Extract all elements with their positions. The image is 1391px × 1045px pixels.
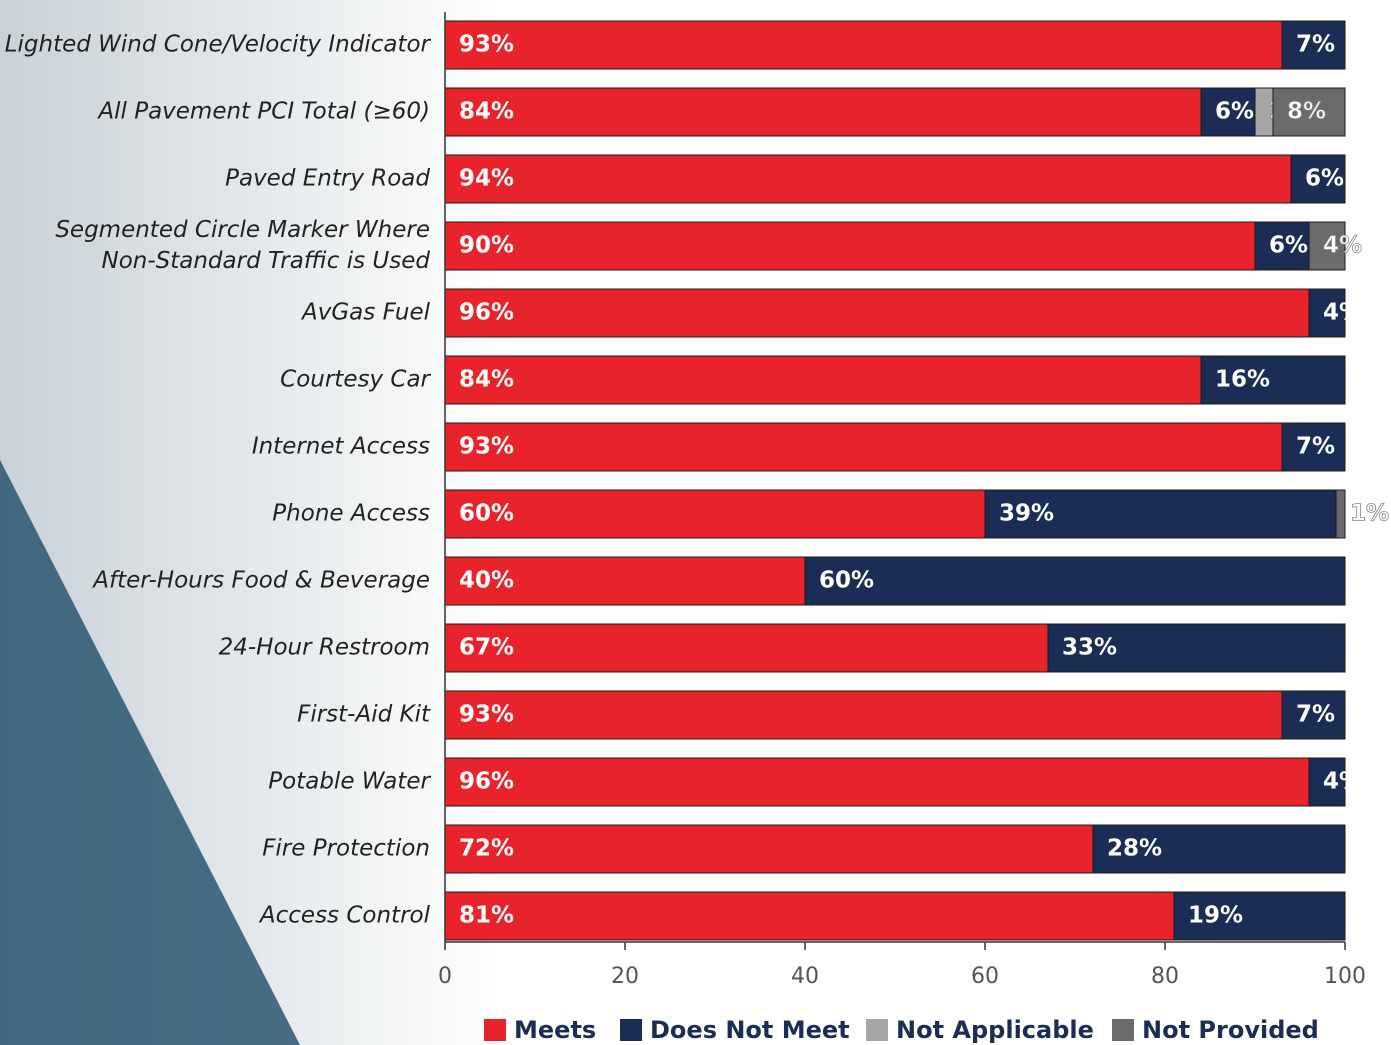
bar-segment bbox=[1335, 489, 1346, 539]
category-label: Phone Access bbox=[272, 500, 430, 527]
value-label: 4% bbox=[1323, 769, 1362, 795]
bar-segment bbox=[444, 556, 806, 606]
value-label: 6% bbox=[1269, 233, 1308, 259]
category-label: AvGas Fuel bbox=[302, 299, 430, 326]
value-label: 96% bbox=[459, 300, 514, 326]
value-label: 4% bbox=[1323, 300, 1362, 326]
bar-segment bbox=[1200, 355, 1346, 405]
value-label: 8% bbox=[1287, 99, 1326, 125]
value-label: 6% bbox=[1305, 166, 1344, 192]
value-label: 81% bbox=[459, 903, 514, 929]
bar-segment bbox=[1047, 623, 1346, 673]
value-label: 72% bbox=[459, 836, 514, 862]
value-label: 93% bbox=[459, 702, 514, 728]
legend-swatch bbox=[620, 1019, 642, 1041]
bar-segment bbox=[1308, 757, 1346, 807]
value-label: 19% bbox=[1188, 903, 1243, 929]
bar-segment bbox=[1308, 288, 1346, 338]
category-label: 24-Hour Restroom bbox=[218, 634, 430, 661]
x-tick-label: 100 bbox=[1324, 964, 1366, 989]
bar-segment bbox=[444, 154, 1292, 204]
bar-segment bbox=[444, 422, 1283, 472]
category-label: Courtesy Car bbox=[280, 366, 430, 393]
value-label: 28% bbox=[1107, 836, 1162, 862]
value-label: 6% bbox=[1215, 99, 1254, 125]
legend-label: Does Not Meet bbox=[650, 1016, 850, 1044]
value-label: 7% bbox=[1296, 702, 1335, 728]
bar-segment bbox=[1092, 824, 1346, 874]
value-label: 60% bbox=[459, 501, 514, 527]
category-label: Internet Access bbox=[251, 433, 430, 460]
x-tick-label: 60 bbox=[971, 964, 999, 989]
background-shape bbox=[0, 460, 300, 1045]
bar-segment bbox=[1173, 891, 1346, 941]
value-label: 96% bbox=[459, 769, 514, 795]
x-tick-label: 20 bbox=[611, 964, 639, 989]
category-label: Segmented Circle Marker Where Non-Standa… bbox=[55, 217, 430, 274]
value-label: 16% bbox=[1215, 367, 1270, 393]
category-label: Paved Entry Road bbox=[225, 165, 430, 192]
value-label: 7% bbox=[1296, 434, 1335, 460]
category-label: First-Aid Kit bbox=[297, 701, 430, 728]
category-label: Fire Protection bbox=[262, 835, 430, 862]
value-label: 84% bbox=[459, 99, 514, 125]
bar-segment bbox=[444, 20, 1283, 70]
bar-segment bbox=[444, 221, 1256, 271]
legend-label: Meets bbox=[514, 1016, 596, 1044]
value-label: 93% bbox=[459, 434, 514, 460]
bar-segment bbox=[804, 556, 1346, 606]
value-label: 40% bbox=[459, 568, 514, 594]
bar-segment bbox=[444, 891, 1175, 941]
bar-segment bbox=[984, 489, 1337, 539]
bar-segment bbox=[444, 690, 1283, 740]
category-label: Lighted Wind Cone/Velocity Indicator bbox=[4, 31, 430, 58]
bar-segment bbox=[1281, 20, 1346, 70]
category-label: Potable Water bbox=[268, 768, 430, 795]
value-label: 60% bbox=[819, 568, 874, 594]
legend-label: Not Provided bbox=[1142, 1016, 1319, 1044]
bar-segment bbox=[444, 489, 986, 539]
x-tick-label: 80 bbox=[1151, 964, 1179, 989]
bar-segment bbox=[1254, 221, 1310, 271]
legend-label: Not Applicable bbox=[896, 1016, 1094, 1044]
value-label: 93% bbox=[459, 32, 514, 58]
bar-segment bbox=[1281, 690, 1346, 740]
bar-segment bbox=[444, 824, 1094, 874]
category-label: All Pavement PCI Total (≥60) bbox=[98, 98, 430, 125]
legend-swatch bbox=[484, 1019, 506, 1041]
value-label: 90% bbox=[459, 233, 514, 259]
legend-swatch bbox=[1112, 1019, 1134, 1041]
value-label: 4% bbox=[1323, 233, 1362, 259]
x-tick-label: 40 bbox=[791, 964, 819, 989]
bar-segment bbox=[444, 355, 1202, 405]
value-label: 39% bbox=[999, 501, 1054, 527]
value-label: 94% bbox=[459, 166, 514, 192]
bar-segment bbox=[1281, 422, 1346, 472]
bar-segment bbox=[1308, 221, 1346, 271]
category-label: After-Hours Food & Beverage bbox=[93, 567, 430, 594]
value-label: 67% bbox=[459, 635, 514, 661]
value-label: 33% bbox=[1062, 635, 1117, 661]
value-label: 7% bbox=[1296, 32, 1335, 58]
value-label: 84% bbox=[459, 367, 514, 393]
bar-segment bbox=[1290, 154, 1346, 204]
bar-segment bbox=[1272, 87, 1346, 137]
bar-segment bbox=[1200, 87, 1256, 137]
bar-segment bbox=[444, 288, 1310, 338]
legend-swatch bbox=[866, 1019, 888, 1041]
bar-segment bbox=[444, 623, 1049, 673]
value-label: 1% bbox=[1350, 501, 1389, 527]
bar-segment bbox=[444, 87, 1202, 137]
x-tick-label: 0 bbox=[438, 964, 452, 989]
bar-segment bbox=[444, 757, 1310, 807]
category-label: Access Control bbox=[259, 902, 430, 929]
